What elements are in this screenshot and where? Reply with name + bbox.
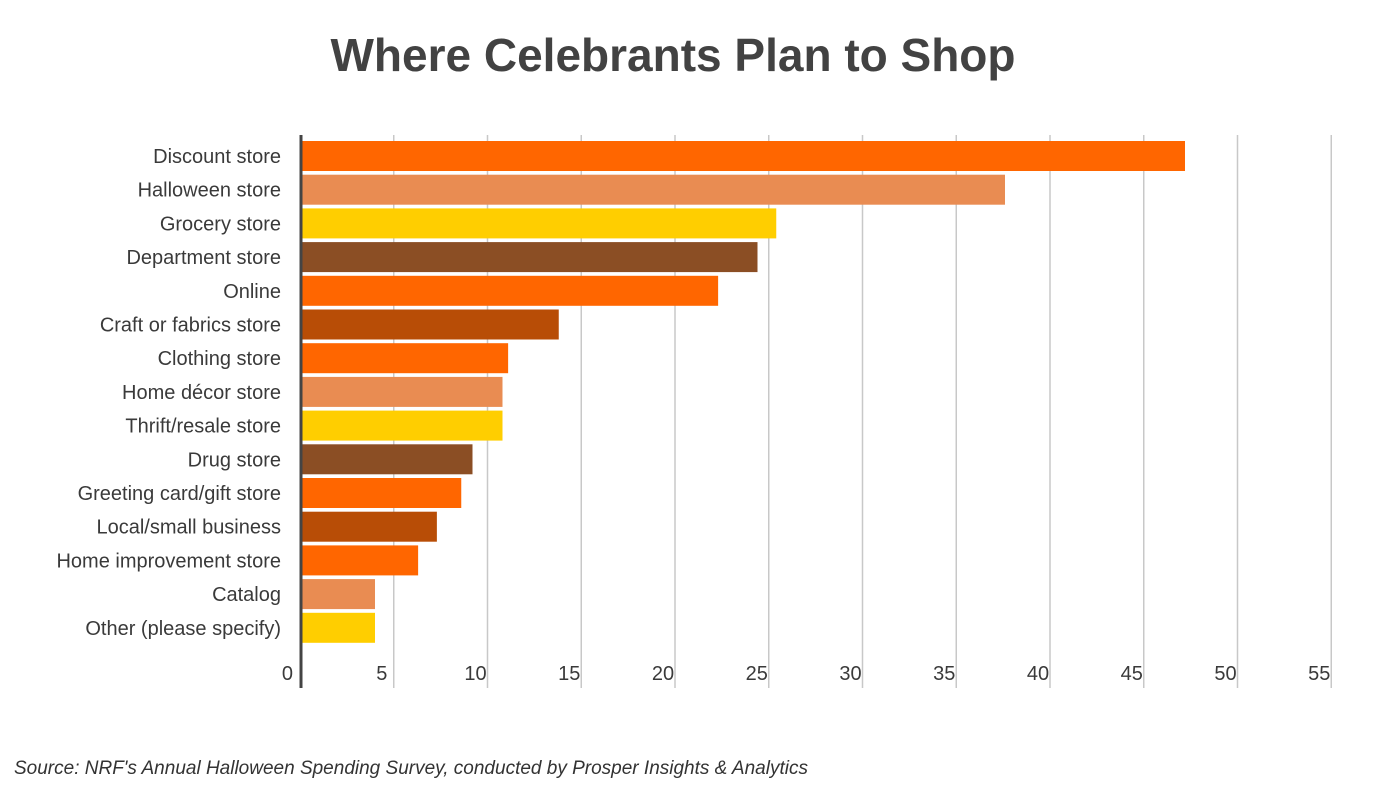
category-label: Home décor store bbox=[122, 382, 281, 404]
bar bbox=[302, 275, 719, 306]
category-label: Local/small business bbox=[96, 517, 281, 539]
category-label: Halloween store bbox=[138, 180, 281, 202]
category-label: Catalog bbox=[212, 584, 281, 606]
bar bbox=[302, 612, 375, 643]
bar bbox=[302, 579, 375, 610]
x-tick-label: 45 bbox=[1121, 663, 1143, 685]
x-tick-labels: 0 5 10 15 20 25 30 35 40 45 50 55 bbox=[282, 663, 1331, 685]
x-tick-label: 20 bbox=[652, 663, 674, 685]
category-label: Thrift/resale store bbox=[125, 416, 281, 438]
category-label: Discount store bbox=[153, 146, 281, 168]
category-label: Other (please specify) bbox=[85, 618, 281, 640]
bar bbox=[302, 343, 509, 374]
x-tick-label: 15 bbox=[558, 663, 580, 685]
category-labels: Discount store Halloween store Grocery sto… bbox=[56, 146, 281, 640]
bar bbox=[302, 174, 1005, 205]
bar bbox=[302, 309, 559, 340]
x-tick-label: 40 bbox=[1027, 663, 1049, 685]
bar-chart: Discount store Halloween store Grocery sto… bbox=[56, 135, 1332, 688]
category-label: Craft or fabrics store bbox=[100, 315, 281, 337]
chart-title: Where Celebrants Plan to Shop bbox=[330, 29, 1016, 81]
x-tick-label: 10 bbox=[464, 663, 486, 685]
bar bbox=[302, 208, 777, 239]
bar bbox=[302, 444, 473, 475]
category-label: Home improvement store bbox=[56, 550, 281, 572]
bar bbox=[302, 410, 503, 441]
category-label: Grocery store bbox=[160, 213, 281, 235]
category-label: Online bbox=[223, 281, 281, 303]
x-tick-label: 50 bbox=[1214, 663, 1236, 685]
x-tick-label: 5 bbox=[376, 663, 387, 685]
x-tick-label: 35 bbox=[933, 663, 955, 685]
category-label: Clothing store bbox=[158, 348, 281, 370]
bar bbox=[302, 511, 437, 542]
x-tick-label: 0 bbox=[282, 663, 293, 685]
category-label: Drug store bbox=[188, 449, 281, 471]
x-tick-label: 55 bbox=[1308, 663, 1330, 685]
x-tick-label: 25 bbox=[746, 663, 768, 685]
category-label: Department store bbox=[126, 247, 281, 269]
bar bbox=[302, 376, 503, 407]
bar bbox=[302, 141, 1185, 171]
source-note: Source: NRF's Annual Halloween Spending … bbox=[14, 758, 808, 779]
bar bbox=[302, 478, 462, 508]
category-label: Greeting card/gift store bbox=[78, 483, 281, 505]
bar bbox=[302, 242, 758, 273]
bars bbox=[302, 141, 1185, 643]
bar bbox=[302, 545, 419, 576]
x-tick-label: 30 bbox=[839, 663, 861, 685]
